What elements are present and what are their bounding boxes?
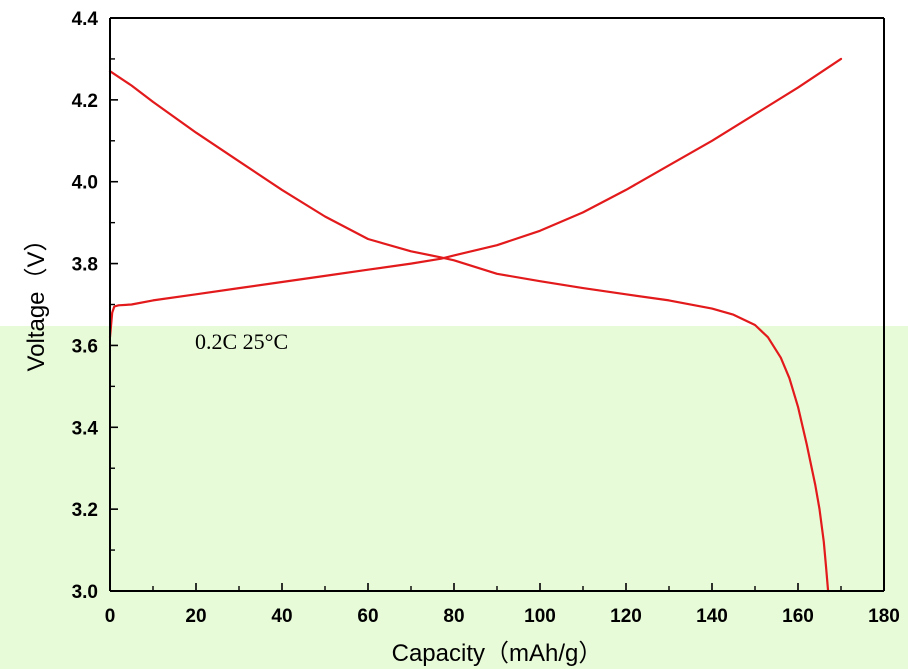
x-tick-label: 80 <box>443 606 464 627</box>
x-tick-label: 120 <box>610 606 642 627</box>
x-tick-label: 40 <box>271 606 292 627</box>
y-tick-label: 3.6 <box>72 336 98 357</box>
x-tick-label: 60 <box>357 606 378 627</box>
y-tick-label: 3.0 <box>72 582 98 603</box>
x-tick-label: 140 <box>696 606 728 627</box>
x-tick-label: 180 <box>868 606 900 627</box>
overlay-band <box>0 326 908 669</box>
y-tick-label: 3.4 <box>72 418 99 439</box>
y-tick-label: 3.2 <box>72 500 98 521</box>
x-axis-label: Capacity（mAh/g） <box>392 640 603 667</box>
series-line-2 <box>108 70 830 593</box>
x-tick-label: 0 <box>105 606 116 627</box>
x-tick-label: 20 <box>185 606 206 627</box>
y-tick-label: 4.4 <box>72 9 99 30</box>
series-line-1 <box>108 57 843 339</box>
y-tick-label: 4.2 <box>72 91 98 112</box>
y-tick-label: 3.8 <box>72 255 98 276</box>
x-tick-label: 160 <box>782 606 814 627</box>
y-tick-label: 4.0 <box>72 173 98 194</box>
x-tick-label: 100 <box>524 606 556 627</box>
condition-annotation: 0.2C 25°C <box>195 329 288 354</box>
y-axis-label: Voltage（V） <box>23 227 50 371</box>
